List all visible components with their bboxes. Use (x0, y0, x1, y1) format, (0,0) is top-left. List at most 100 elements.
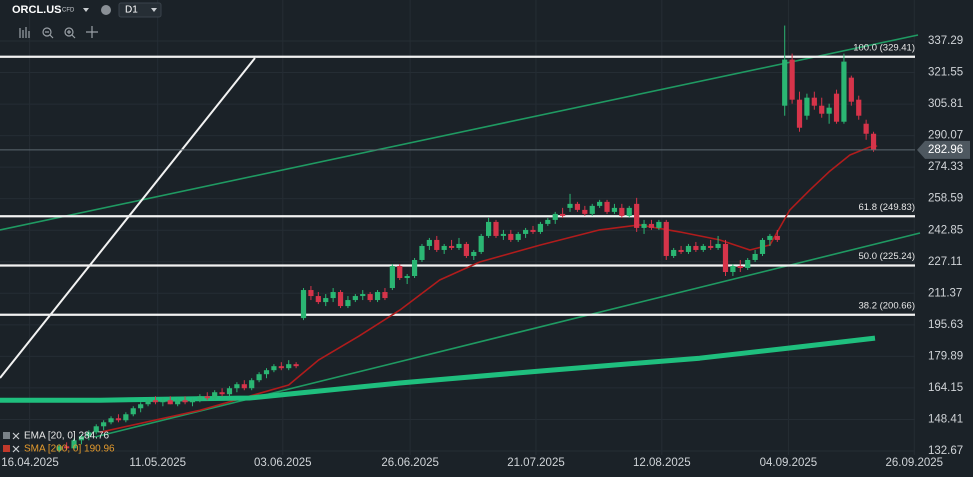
candle-body (360, 294, 366, 297)
candle-body (782, 59, 788, 106)
candle-body (278, 366, 284, 369)
x-tick-label: 12.08.2025 (633, 457, 691, 469)
y-tick-label: 227.11 (928, 256, 962, 268)
trend-channel-upper (0, 34, 919, 231)
dropdown-arrow[interactable] (151, 8, 157, 12)
candle-body (611, 207, 618, 212)
candle-body (863, 123, 869, 134)
candle-body (767, 235, 773, 240)
dropdown-arrow[interactable] (83, 8, 89, 12)
y-tick-label: 305.81 (928, 98, 963, 110)
candle-body (641, 223, 647, 228)
y-tick-label: 290.07 (928, 130, 963, 142)
x-tick-label: 26.06.2025 (381, 457, 439, 469)
candle-body (856, 99, 862, 116)
trend-channel-lower (94, 232, 921, 438)
legend-icon[interactable] (3, 432, 10, 439)
grid (0, 0, 915, 455)
candle-body (101, 422, 107, 427)
candle-body (108, 418, 114, 423)
info-icon[interactable] (101, 5, 111, 15)
zoom-out-icon[interactable] (42, 27, 52, 37)
indicator-line (0, 335, 876, 403)
candle-body (841, 61, 847, 122)
candle-body (752, 253, 758, 260)
candle-body (530, 229, 536, 232)
candle-body (382, 292, 388, 299)
y-tick-label: 132.67 (928, 445, 963, 457)
toolbar (19, 26, 98, 39)
candle-body (523, 229, 529, 234)
candle-body (678, 249, 684, 252)
candle-body (71, 440, 77, 449)
candle-body (693, 245, 699, 250)
candle-body (471, 251, 477, 256)
last-price-box (917, 140, 970, 159)
candle-body (508, 233, 514, 240)
candle-body (374, 292, 381, 301)
x-tick-label: 11.05.2025 (129, 457, 186, 469)
candle-body (189, 400, 196, 403)
fib-level-label: 61.8 (249.83) (858, 202, 915, 213)
candle-body (715, 243, 721, 248)
timeframe-box[interactable] (118, 2, 162, 18)
y-tick-label: 321.55 (928, 67, 963, 79)
candle-body (204, 396, 210, 399)
candle-body (656, 221, 662, 228)
candle-body (560, 213, 566, 216)
legend-close[interactable] (12, 432, 20, 453)
candle-body (419, 245, 425, 260)
candle-body (167, 400, 173, 405)
candle-body (730, 265, 736, 273)
candle-body (397, 265, 403, 279)
candle-body (152, 400, 159, 403)
candle-body (130, 408, 136, 415)
candle-body (286, 364, 292, 369)
candle-body (819, 105, 825, 114)
candle-body (160, 400, 166, 403)
candle-body (582, 209, 588, 214)
legend-label: SMA [200, 0] 190.96 (24, 444, 115, 455)
indicator-icon[interactable] (19, 27, 30, 38)
candle-body (700, 245, 706, 250)
legend-icon[interactable] (3, 445, 10, 452)
zoom-in-icon[interactable] (64, 27, 74, 37)
candle-body (745, 259, 751, 268)
candle-body (759, 239, 766, 254)
zoom-out-icon[interactable] (45, 31, 54, 39)
fib-level-label: 50.0 (225.24) (858, 251, 915, 262)
candle-body (552, 213, 558, 220)
candle-body (515, 233, 521, 240)
candle-body (604, 201, 610, 212)
candle-body (86, 432, 92, 437)
candle-body (78, 436, 85, 441)
candle-body (848, 77, 854, 102)
indicator-line (99, 145, 878, 434)
candle-body (293, 364, 299, 367)
candle-body (804, 97, 810, 116)
timeframe: D1 (125, 5, 138, 16)
candle-body (308, 290, 314, 297)
candle-body (671, 249, 677, 256)
axes: 337.29 321.55 305.81 290.07 274.33 258.59 242.… (0, 35, 970, 469)
candle-body (241, 384, 247, 389)
candle-body (411, 259, 418, 277)
y-tick-label: 179.89 (928, 350, 963, 362)
trend-line (0, 57, 256, 379)
candle-body (212, 392, 218, 399)
candle-body (263, 370, 270, 375)
candle-body (833, 93, 840, 122)
zoom-in-icon[interactable] (67, 30, 76, 39)
candle-body (574, 203, 581, 210)
candle-body (597, 201, 603, 206)
candle-body (774, 235, 780, 240)
move-icon[interactable] (86, 26, 98, 38)
candle-body (234, 384, 240, 389)
y-tick-label: 258.59 (928, 193, 963, 205)
fib-level-label: 100.0 (329.41) (853, 42, 915, 53)
symbol: ORCL.US (12, 4, 62, 16)
y-tick-label: 274.33 (928, 161, 963, 173)
candle-body (115, 418, 122, 421)
candle-body (64, 446, 70, 449)
